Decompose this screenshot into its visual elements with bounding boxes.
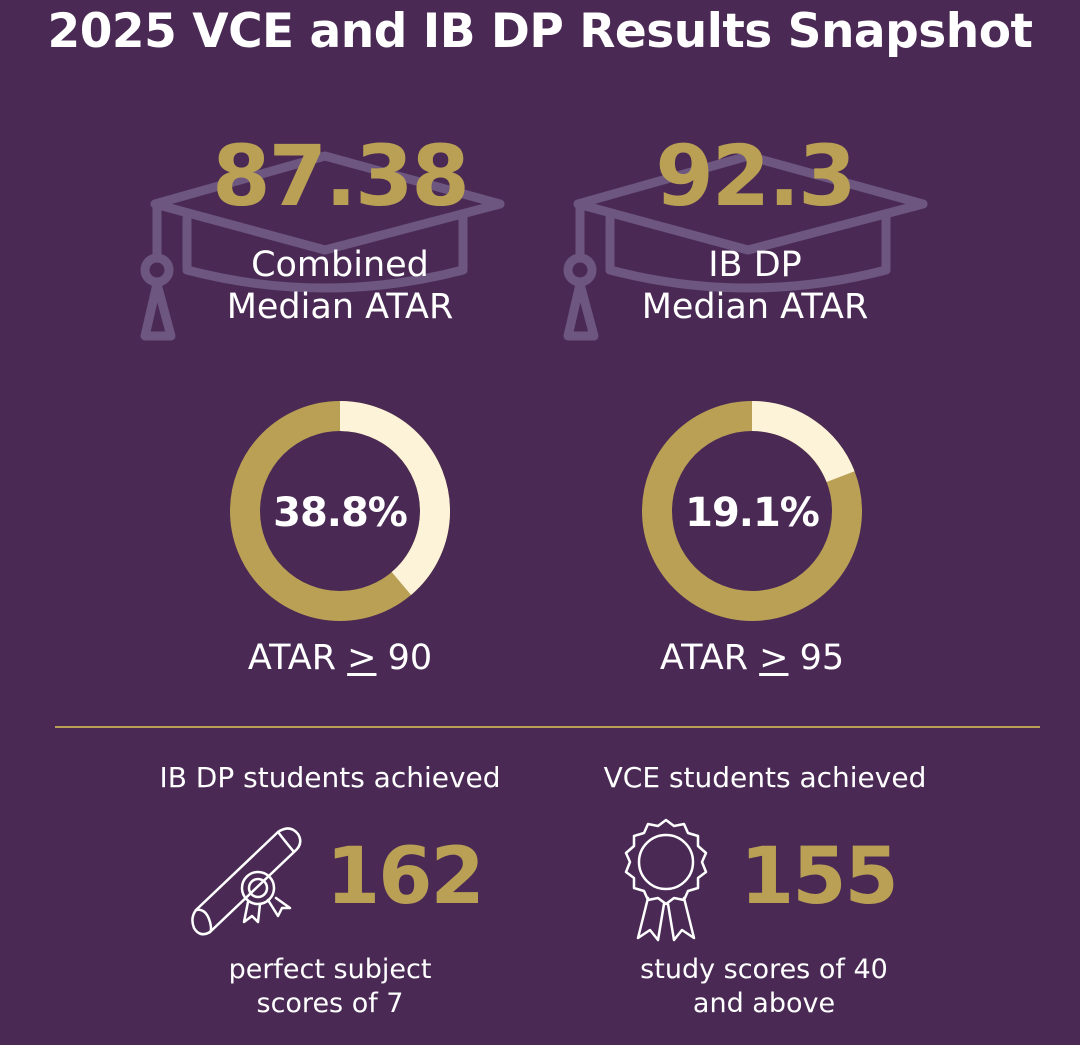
ibdp-achieved-heading: IB DP students achieved [159,761,501,794]
donut-share-arc [642,401,862,621]
atar-90-label: ATAR > 90 [180,638,500,678]
donut-chart-atar-95 [638,397,866,625]
atar-95-label: ATAR > 95 [592,638,912,678]
section-divider [55,726,1040,728]
donut-share-arc [230,401,450,621]
atar-label-value: 95 [788,638,845,678]
diploma-scroll-icon [188,818,313,947]
vce-study-scores-number: 155 [740,832,899,922]
donut-percent-atar-90: 38.8% [273,490,408,536]
ibdp-median-label-line2: Median ATAR [641,287,869,327]
combined-median-label-line1: Combined [251,245,429,285]
combined-median-value: 87.38 [212,127,470,225]
combined-median-label: Combined Median ATAR [150,244,530,328]
graduation-cap-icon [548,138,948,358]
ibdp-median-label: IB DP Median ATAR [560,244,950,328]
graduation-cap-icon [125,138,525,358]
combined-median-label-line2: Median ATAR [226,287,454,327]
ibdp-desc-line2: scores of 7 [256,988,404,1019]
ibdp-median-label-line1: IB DP [708,245,802,285]
vce-achieved-description: study scores of 40 and above [564,953,964,1021]
vce-desc-line2: and above [692,988,836,1019]
page-title: 2025 VCE and IB DP Results Snapshot [47,4,1033,59]
vce-achieved-heading: VCE students achieved [603,761,927,794]
greater-equal-symbol: > [347,638,377,678]
award-ribbon-icon [618,816,714,948]
ibdp-median-value: 92.3 [655,127,856,225]
donut-chart-atar-90 [226,397,454,625]
ibdp-desc-line1: perfect subject [228,954,432,985]
vce-desc-line1: study scores of 40 [640,954,888,985]
greater-equal-symbol: > [759,638,789,678]
ibdp-achieved-description: perfect subject scores of 7 [150,953,510,1021]
donut-percent-atar-95: 19.1% [685,490,820,536]
ibdp-perfect-scores-number: 162 [326,832,485,922]
atar-label-value: 90 [376,638,433,678]
atar-label-prefix: ATAR [247,638,348,678]
atar-label-prefix: ATAR [659,638,760,678]
